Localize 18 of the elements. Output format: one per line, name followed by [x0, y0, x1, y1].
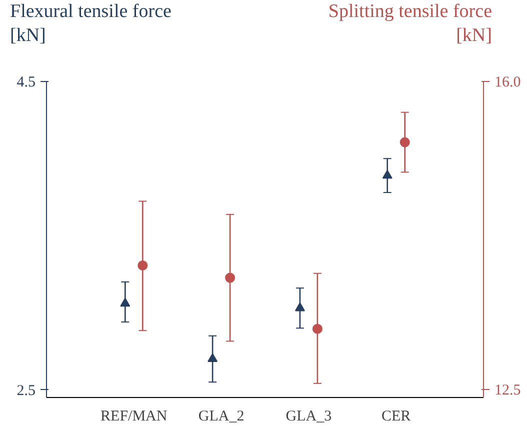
- x-tick-label: GLA_2: [198, 408, 244, 424]
- point: [138, 260, 148, 270]
- point: [382, 170, 392, 179]
- y2-tick-label: 12.5: [494, 382, 521, 399]
- point: [225, 272, 236, 283]
- y-tick-label: 2.5: [16, 382, 36, 399]
- point: [312, 324, 322, 334]
- point: [120, 298, 130, 307]
- point: [400, 137, 410, 148]
- y-tick-label: 4.5: [16, 74, 36, 90]
- point: [208, 353, 218, 362]
- point: [294, 302, 305, 312]
- y-axis-title: Flexural tensile force [kN]: [10, 0, 172, 48]
- x-tick-label: GLA_3: [286, 408, 332, 424]
- x-tick-label: CER: [382, 408, 411, 424]
- x-tick-label: REF/MAN: [100, 408, 168, 424]
- y2-tick-label: 16.0: [494, 74, 521, 90]
- y2-axis-title: Splitting tensile force [kN]: [328, 0, 492, 48]
